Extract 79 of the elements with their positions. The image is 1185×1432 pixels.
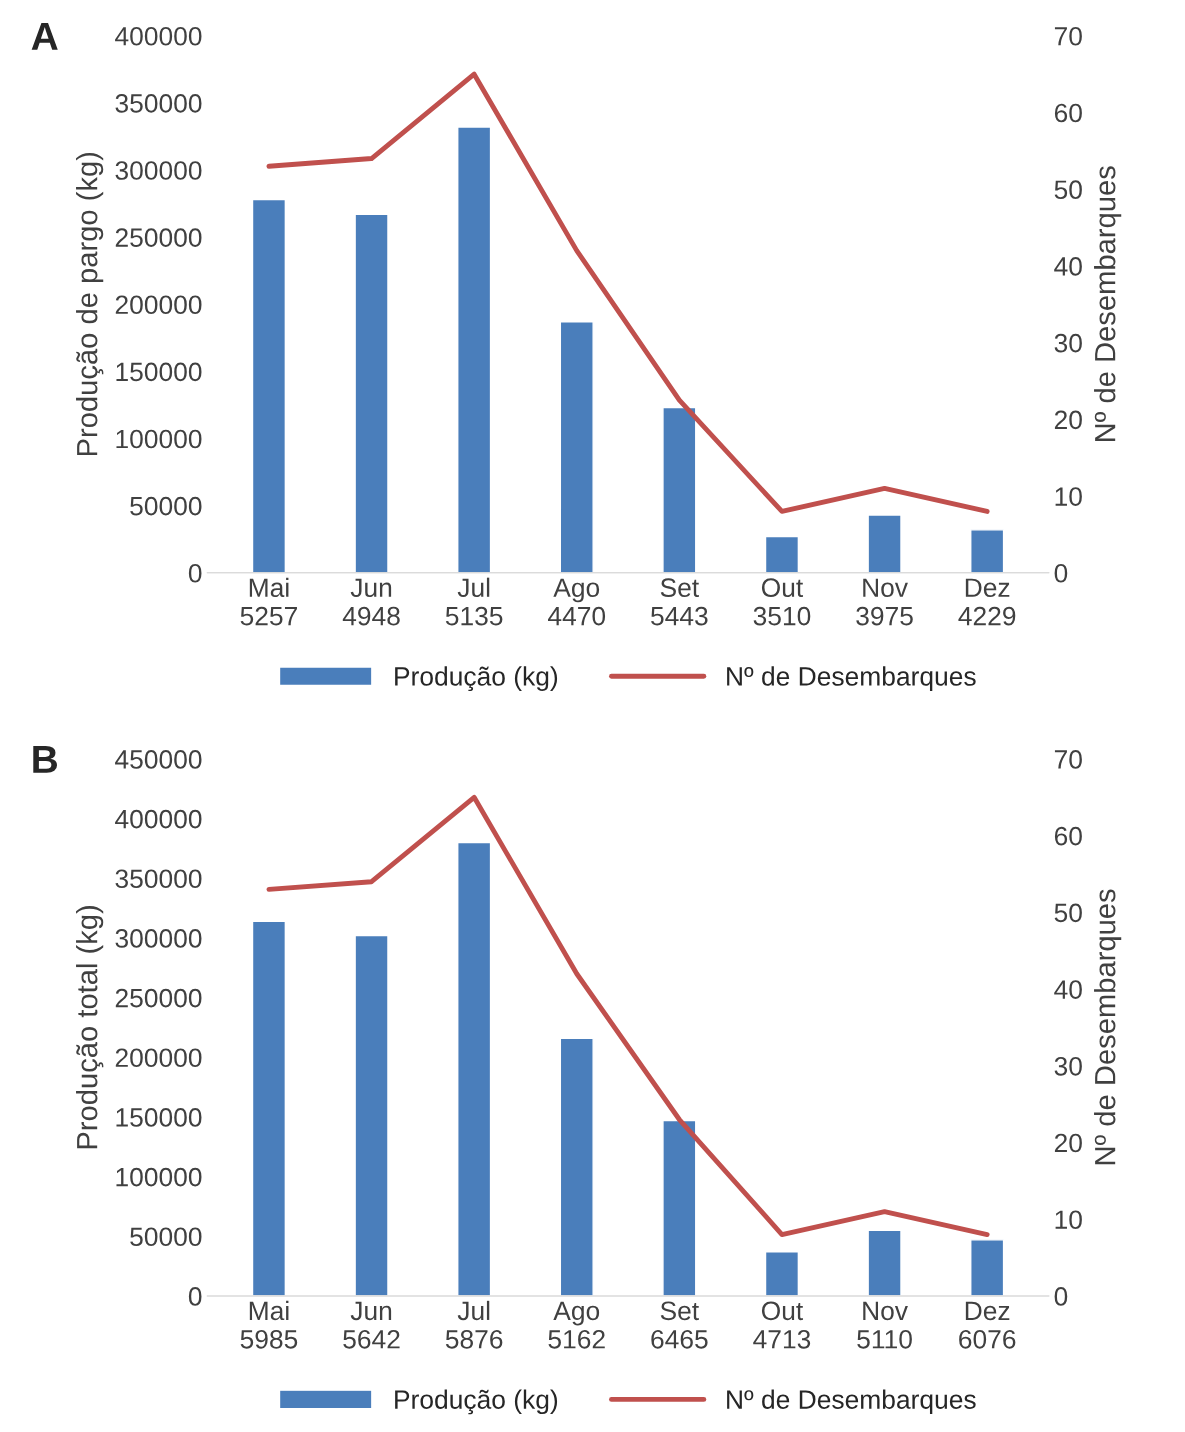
bar <box>251 198 287 573</box>
y-tick-label: 200000 <box>115 295 202 315</box>
bar <box>764 535 800 573</box>
x-tick-label: Jul 5135 <box>445 577 503 626</box>
bar <box>354 213 389 573</box>
legend-label: Nº de Desembarques <box>727 1389 976 1415</box>
y2-tick-label: 50 <box>1054 180 1082 200</box>
bar <box>457 126 492 573</box>
y2-tick-label: 70 <box>1054 26 1082 46</box>
x-tick-label: Jun 5642 <box>343 1301 400 1349</box>
x-tick-label: Jul 5876 <box>445 1300 503 1349</box>
y2-tick-label: 60 <box>1054 826 1082 846</box>
y-tick-label: 250000 <box>115 228 202 247</box>
bar <box>251 920 287 1296</box>
bar <box>764 1251 800 1296</box>
y2-tick-label: 50 <box>1054 903 1082 923</box>
bar <box>662 1119 697 1296</box>
y2-tick-label: 10 <box>1055 487 1082 506</box>
x-tick-label: Mai 5985 <box>240 1300 298 1349</box>
bar <box>354 934 389 1296</box>
y2-tick-label: 0 <box>1054 1287 1068 1306</box>
bar <box>867 1229 902 1296</box>
y2-axis-title: Nº de Desembarques <box>1094 166 1122 441</box>
y-tick-label: 100000 <box>116 1167 202 1187</box>
bar <box>662 406 697 573</box>
x-tick-label: Ago 5162 <box>548 1301 605 1349</box>
bar <box>970 529 1005 573</box>
x-tick-label: Set 5443 <box>651 578 708 626</box>
y-axis-title: Produção total (kg) <box>76 906 104 1149</box>
y2-tick-label: 60 <box>1054 103 1082 123</box>
legend-label: Produção (kg) <box>395 1389 558 1415</box>
x-tick-label: Jun 4948 <box>342 578 400 626</box>
y-tick-label: 150000 <box>116 1108 202 1127</box>
y-tick-label: 50000 <box>130 1227 202 1247</box>
y2-tick-label: 30 <box>1054 333 1082 353</box>
y-tick-label: 400000 <box>115 809 202 829</box>
y-tick-label: 300000 <box>115 929 202 948</box>
x-tick-label: Out 4713 <box>753 1301 811 1349</box>
x-tick-label: Out 3510 <box>753 578 811 626</box>
chart-title: B <box>33 746 58 773</box>
bar <box>457 841 492 1296</box>
line-series <box>266 71 990 514</box>
y-tick-label: 450000 <box>115 750 202 769</box>
y-tick-label: 100000 <box>116 429 202 449</box>
x-tick-label: Dez 4229 <box>958 578 1016 626</box>
y-tick-label: 250000 <box>115 988 202 1008</box>
y-tick-label: 300000 <box>115 161 202 180</box>
y2-tick-label: 20 <box>1054 1133 1082 1153</box>
y2-tick-label: 40 <box>1054 980 1082 999</box>
x-tick-label: Nov 3975 <box>856 578 913 626</box>
bar <box>559 321 594 573</box>
y-tick-label: 350000 <box>115 869 202 889</box>
y2-tick-label: 40 <box>1054 257 1082 276</box>
y2-tick-label: 70 <box>1054 750 1082 769</box>
x-tick-label: Nov 5110 <box>857 1301 912 1349</box>
y-tick-label: 350000 <box>115 94 202 113</box>
line-series <box>266 794 990 1238</box>
legend-label: Nº de Desembarques <box>727 666 976 691</box>
y-axis-title: Produção de pargo (kg) <box>76 152 104 456</box>
x-tick-label: Mai 5257 <box>240 577 297 626</box>
y2-tick-label: 20 <box>1054 410 1082 430</box>
y-tick-label: 0 <box>188 1287 202 1306</box>
y2-tick-label: 0 <box>1054 563 1068 583</box>
legend-label: Produção (kg) <box>395 666 558 692</box>
y-tick-label: 150000 <box>116 362 202 382</box>
y-tick-label: 0 <box>188 563 202 583</box>
y2-axis-title: Nº de Desembarques <box>1094 889 1122 1165</box>
x-tick-label: Dez 6076 <box>959 1301 1016 1349</box>
bar <box>867 514 902 573</box>
bar <box>970 1239 1005 1296</box>
chart-title: A <box>31 22 58 50</box>
y2-tick-label: 30 <box>1054 1056 1082 1076</box>
y-tick-label: 400000 <box>115 26 202 46</box>
y-tick-label: 200000 <box>115 1048 202 1068</box>
y2-tick-label: 10 <box>1055 1210 1082 1230</box>
y-tick-label: 50000 <box>130 496 202 516</box>
bar <box>559 1037 594 1296</box>
x-tick-label: Set 6465 <box>651 1301 708 1349</box>
x-tick-label: Ago 4470 <box>548 578 606 626</box>
